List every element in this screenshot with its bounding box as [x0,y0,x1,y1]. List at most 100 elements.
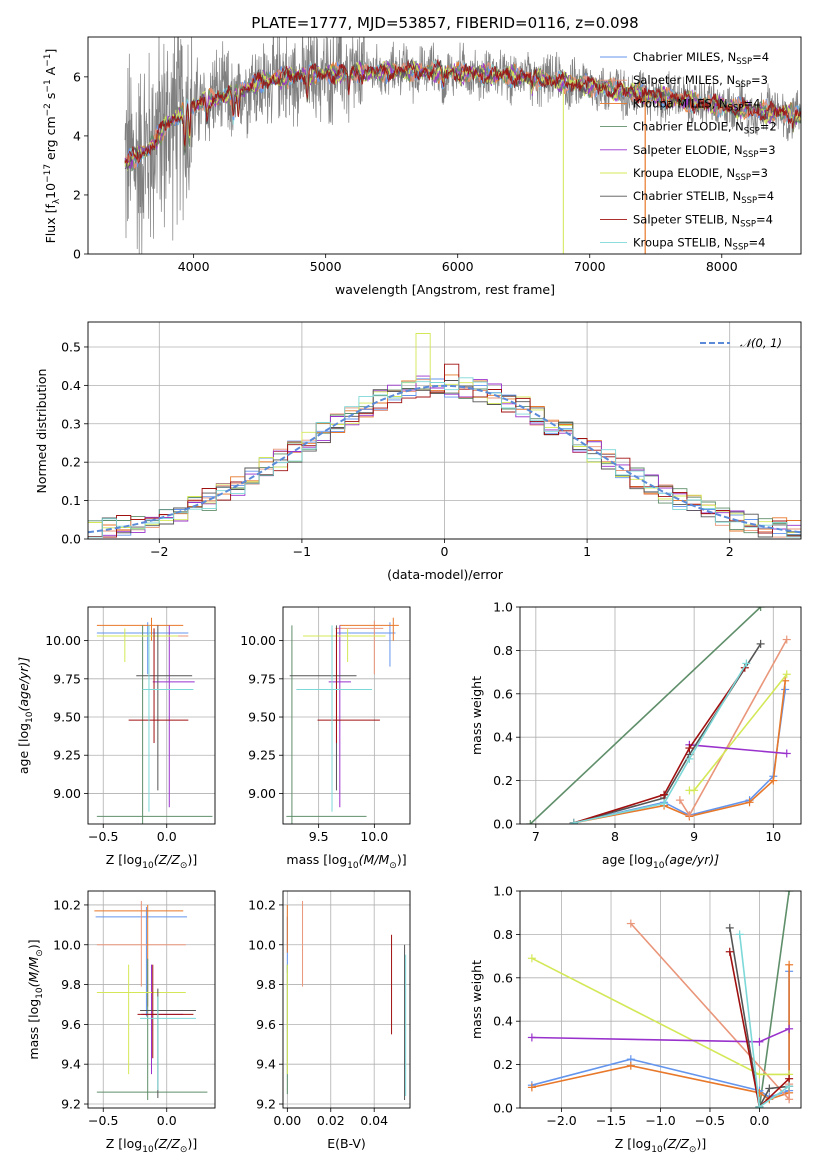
x-axis-label-part: (Z/Z [154,852,181,867]
x-tick-label: 0.0 [157,829,177,844]
y-tick-label: 0.0 [493,1101,513,1116]
weight-line-kroupa-stelib [573,662,748,824]
x-tick-label: 10.0 [360,829,388,844]
y-tick-label: 9.50 [248,710,276,725]
x-tick-label: 7000 [574,259,606,274]
x-axis-label-part: 10 [347,861,359,871]
x-axis-label-part: ⊙ [180,1145,188,1155]
histogram-salpeter-stelib [88,363,801,538]
y-tick-label: 9.2 [256,1097,276,1112]
x-axis-label-part: 10 [653,861,665,871]
y-axis-label: age [log10(age/yr)] [16,657,35,774]
x-axis-label: Z [log10(Z/Z⊙)] [106,1136,197,1155]
x-axis-label-part: (M/M [359,852,390,867]
x-axis-label-part: age [log [602,852,653,867]
y-axis-label-part: −17 [43,164,53,183]
spectrum-axes: 4000 5000 6000 7000 8000 0 2 4 6 Chabrier MILES, … [43,36,802,297]
weight-line-chabrier-elodie [529,607,762,824]
y-tick-label: 9.4 [256,1057,276,1072]
x-axis-label-part: ⊙ [389,861,397,871]
y-axis-label: Normed distribution [34,369,49,494]
model-spectrum-salpeter-stelib [124,59,801,165]
y-axis-label-part: s [43,93,58,104]
x-tick-label: 2 [726,544,734,559]
x-tick-label: 5000 [310,259,342,274]
plot-area [124,37,801,254]
y-axis-label-part: 10 [35,987,45,999]
x-axis-label-part: )] [187,1136,197,1151]
axes-frame [87,890,216,1109]
axes-frame [87,36,802,255]
y-tick-label: 0.6 [493,686,513,701]
x-tick-label: 0.02 [317,1113,345,1128]
legend-value: =4 [757,189,774,203]
mass-vs-Z-axes: −0.5 0.09.29.49.69.810.010.2Z [log10(Z/Z⊙… [26,890,216,1155]
y-tick-label: 0.4 [493,730,513,745]
x-axis-label-part: )] [696,1136,706,1151]
x-axis-label-part: )] [397,852,407,867]
legend-label: Chabrier MILES, NSSP=4 [633,50,769,67]
y-tick-label: 6 [73,69,81,84]
x-axis-label-part: )] [187,852,197,867]
legend-value: =4 [752,50,769,64]
x-tick-label: 0.0 [749,1113,769,1128]
axes-frame [282,890,411,1109]
legend-sub: SSP [735,173,751,183]
y-axis-label-part: −1 [43,54,53,67]
plot-area [527,891,794,1108]
y-axis-label-part: ⊙ [35,949,45,957]
legend-text: Chabrier MILES, N [633,50,736,64]
x-axis-label-part: 10 [142,1145,154,1155]
y-tick-label: 9.2 [61,1097,81,1112]
y-axis-label-part: (M/M [26,957,41,988]
legend-label: Salpeter ELODIE, NSSP=3 [633,143,776,160]
y-tick-label: 1.0 [493,884,513,899]
x-axis-label-part: (Z/Z [663,1136,690,1151]
legend-value: =3 [751,73,768,87]
ticks: 9.5 10.0 9.00 9.25 9.50 9.75 10.00 [240,633,388,844]
x-tick-label: −2.0 [546,1113,576,1128]
ticks: −0.5 0.0 9.00 9.25 9.50 9.75 10.00 [45,633,177,844]
legend-sub: SSP [733,243,749,253]
age-vs-mass-axes: 9.5 10.0 9.00 9.25 9.50 9.75 10.00 mass [log10(… [240,606,411,871]
legend-value: =3 [751,166,768,180]
y-tick-label: 9.75 [248,671,276,686]
y-tick-label: 1.0 [493,600,513,615]
x-tick-label: 8 [611,829,619,844]
y-tick-label: 0.2 [493,773,513,788]
gridlines [88,891,215,1108]
y-tick-label: 10.2 [248,897,276,912]
x-axis-label: E(B-V) [327,1136,366,1151]
y-tick-label: 9.25 [53,748,81,763]
axes-frame [87,606,216,825]
x-tick-label: 1 [583,544,591,559]
y-axis-label-part: (age/yr)] [16,657,31,712]
y-tick-label: 0.0 [61,532,81,547]
legend-label: Kroupa STELIB, NSSP=4 [633,236,765,253]
legend-label: 𝒩(0, 1) [740,336,782,350]
y-axis-label-part: mass [log [26,999,41,1060]
y-tick-label: 9.00 [248,786,276,801]
legend-text: Salpeter ELODIE, N [633,143,743,157]
y-axis-label-part: )] [26,939,41,949]
y-axis-label-part: ] [43,49,58,54]
ticks: −2 −1 0 1 2 0.0 0.1 0.2 0.3 0.4 0.5 [61,339,734,559]
y-tick-label: 0.4 [61,378,81,393]
y-axis-label: mass weight [469,676,484,755]
x-tick-label: 9.5 [309,829,329,844]
y-axis-label-part: age [log [16,723,31,774]
y-tick-label: 4 [73,128,81,143]
plot-area [88,333,801,538]
x-tick-label: 7 [532,829,540,844]
y-axis-label: mass weight [469,960,484,1039]
x-tick-label: 0 [441,544,449,559]
x-tick-label: 0.0 [157,1113,177,1128]
y-tick-label: 9.50 [53,710,81,725]
y-tick-label: 0.2 [493,1057,513,1072]
legend-text: Chabrier ELODIE, N [633,120,744,134]
legend-sub: SSP [740,219,756,229]
legend-text: Salpeter STELIB, N [633,212,740,226]
weight-line-kroupa-miles [573,680,786,824]
